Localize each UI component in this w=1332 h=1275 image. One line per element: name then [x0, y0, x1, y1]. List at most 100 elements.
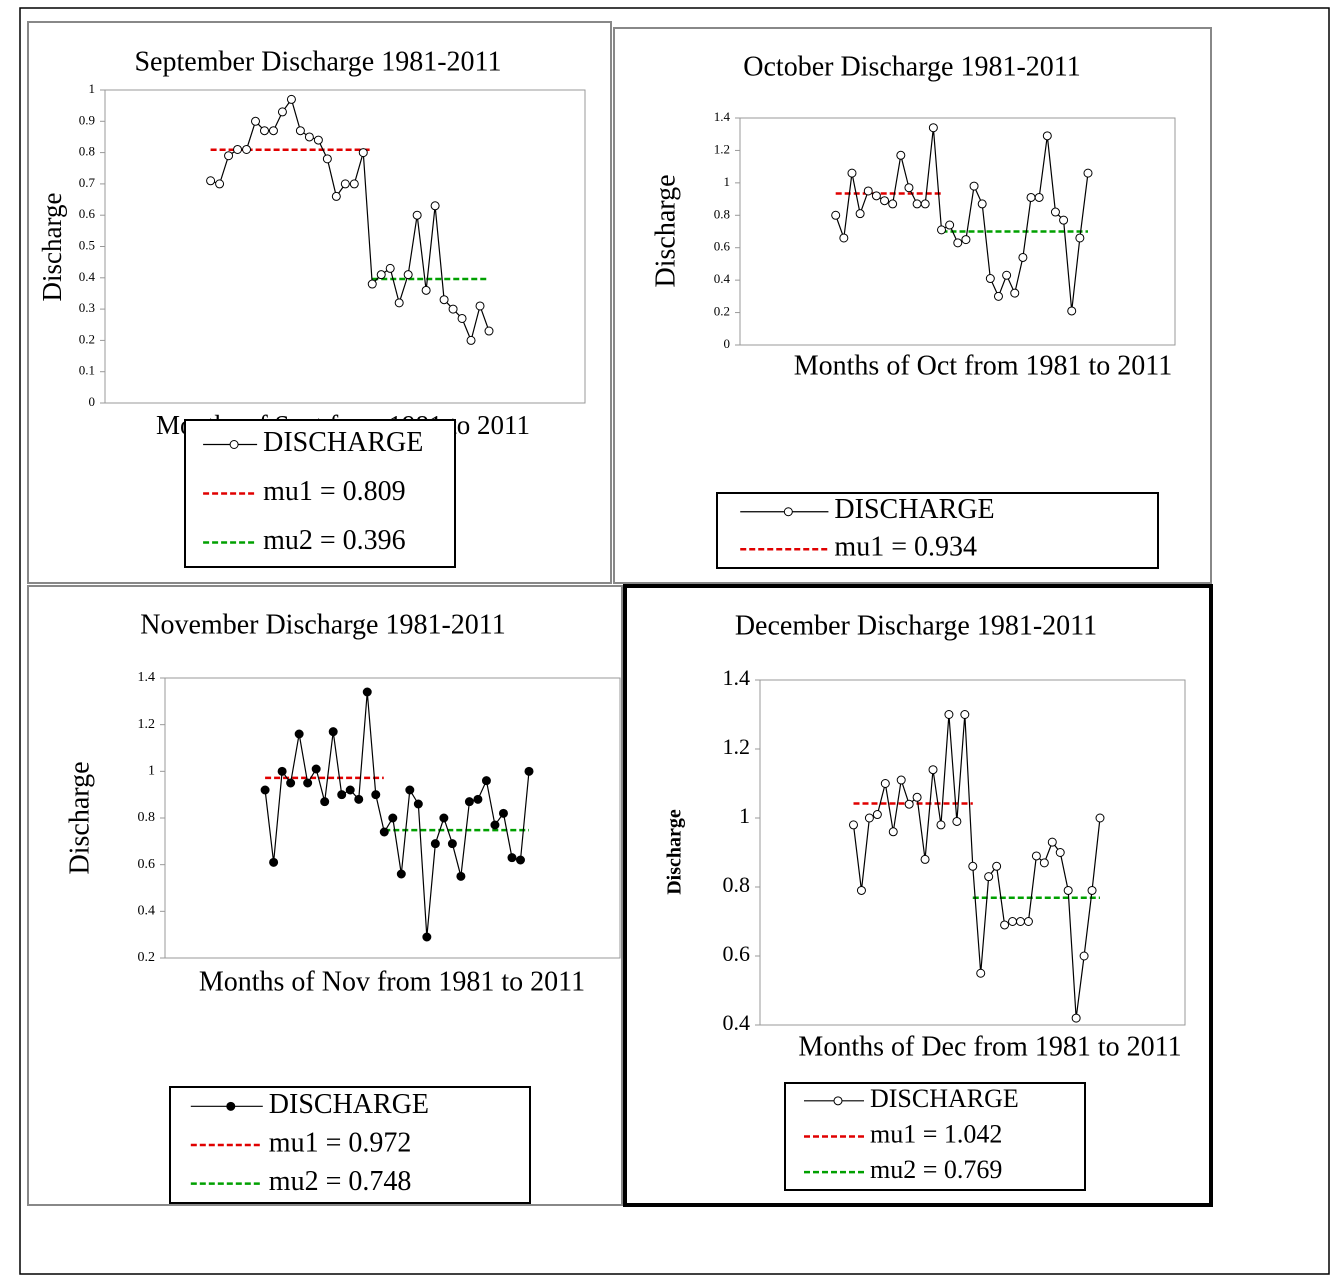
panel	[27, 21, 612, 584]
data-point	[992, 861, 1002, 871]
data-point	[349, 179, 359, 189]
data-point	[379, 827, 389, 837]
chart-title: December Discharge 1981-2011	[735, 610, 1097, 641]
legend-marker	[229, 440, 239, 449]
y-tick-label: 1.2	[723, 734, 751, 759]
data-point	[337, 790, 347, 800]
legend-marker	[783, 507, 793, 517]
data-point	[831, 210, 841, 220]
data-point	[439, 813, 449, 823]
data-line	[210, 98, 490, 343]
data-point	[1008, 917, 1018, 926]
data-point	[1026, 192, 1036, 202]
x-axis-label: Months of Oct from 1981 to 2011	[794, 350, 1173, 381]
plot-area	[759, 679, 1186, 1026]
y-tick-label: 1.4	[714, 109, 731, 124]
data-point	[403, 270, 413, 280]
data-point	[413, 799, 423, 809]
data-point	[331, 191, 341, 201]
x-axis-label: Months of Dec from 1981 to 2011	[798, 1031, 1181, 1062]
legend-label: mu2 = 0.396	[263, 525, 406, 556]
data-point	[896, 150, 906, 160]
y-tick-label: 0.4	[723, 1010, 751, 1035]
data-point	[490, 820, 500, 830]
y-axis-label: Discharge	[37, 193, 67, 302]
data-point	[944, 710, 954, 719]
data-point	[904, 183, 914, 193]
data-point	[322, 154, 332, 164]
y-tick-label: 1	[89, 81, 96, 96]
data-point	[953, 238, 963, 248]
data-point	[206, 176, 216, 186]
data-point	[1010, 288, 1020, 298]
data-point	[507, 853, 517, 863]
data-point	[367, 279, 377, 289]
y-tick-label: 0	[724, 336, 731, 351]
data-point	[473, 794, 483, 804]
y-tick-label: 0.8	[723, 872, 751, 897]
data-point	[233, 144, 243, 154]
y-tick-label: 1	[724, 174, 731, 189]
data-point	[303, 778, 313, 788]
data-point	[481, 776, 491, 786]
data-point	[1075, 233, 1085, 243]
data-point	[952, 816, 962, 826]
data-point	[260, 785, 270, 795]
legend-label: mu1 = 1.042	[870, 1119, 1002, 1148]
y-tick-label: 0.2	[138, 950, 156, 965]
data-point	[475, 301, 485, 311]
y-tick-label: 0.6	[79, 206, 96, 221]
y-tick-label: 0.6	[138, 857, 156, 872]
data-point	[1000, 920, 1010, 930]
y-tick-label: 1	[148, 764, 155, 779]
data-point	[896, 775, 906, 785]
panel	[613, 27, 1212, 584]
y-tick-label: 0.2	[79, 331, 95, 346]
data-point	[904, 799, 914, 809]
y-tick-label: 0.4	[79, 269, 96, 284]
data-point	[294, 729, 304, 739]
y-tick-label: 0.3	[79, 300, 95, 315]
y-axis-label: Discharge	[650, 175, 681, 288]
data-point	[872, 810, 882, 820]
data-point	[396, 869, 406, 879]
data-point	[371, 790, 381, 800]
data-point	[466, 335, 476, 345]
data-point	[1079, 951, 1089, 961]
x-axis-label: Months of Nov from 1981 to 2011	[199, 966, 585, 997]
y-tick-label: 0.2	[714, 304, 730, 319]
legend-label: DISCHARGE	[870, 1084, 1019, 1113]
data-point	[880, 196, 890, 206]
data-point	[242, 144, 252, 154]
data-point	[864, 813, 874, 823]
chart-title: September Discharge 1981-2011	[134, 46, 501, 77]
data-point	[269, 857, 279, 867]
y-tick-label: 1.2	[138, 717, 156, 732]
y-tick-label: 1.4	[138, 670, 156, 685]
data-point	[362, 687, 372, 697]
data-point	[961, 235, 971, 245]
data-point	[328, 727, 338, 737]
legend-label: mu1 = 0.809	[263, 476, 406, 507]
data-point	[969, 181, 979, 191]
data-point	[286, 778, 296, 788]
data-point	[1083, 168, 1093, 178]
data-point	[385, 263, 395, 273]
y-tick-label: 0.4	[138, 904, 156, 919]
legend-label: DISCHARGE	[834, 494, 994, 525]
y-tick-label: 0.6	[723, 941, 751, 966]
data-point	[524, 766, 534, 776]
data-point	[880, 779, 890, 788]
data-point	[345, 785, 355, 795]
data-point	[1042, 131, 1052, 141]
data-point	[354, 794, 364, 804]
data-point	[1067, 306, 1077, 316]
data-point	[1034, 192, 1044, 202]
chart-title: November Discharge 1981-2011	[140, 609, 505, 640]
data-point	[928, 123, 938, 133]
legend-marker	[833, 1096, 843, 1106]
data-point	[376, 270, 386, 280]
data-point	[430, 839, 440, 849]
data-line	[264, 691, 530, 938]
